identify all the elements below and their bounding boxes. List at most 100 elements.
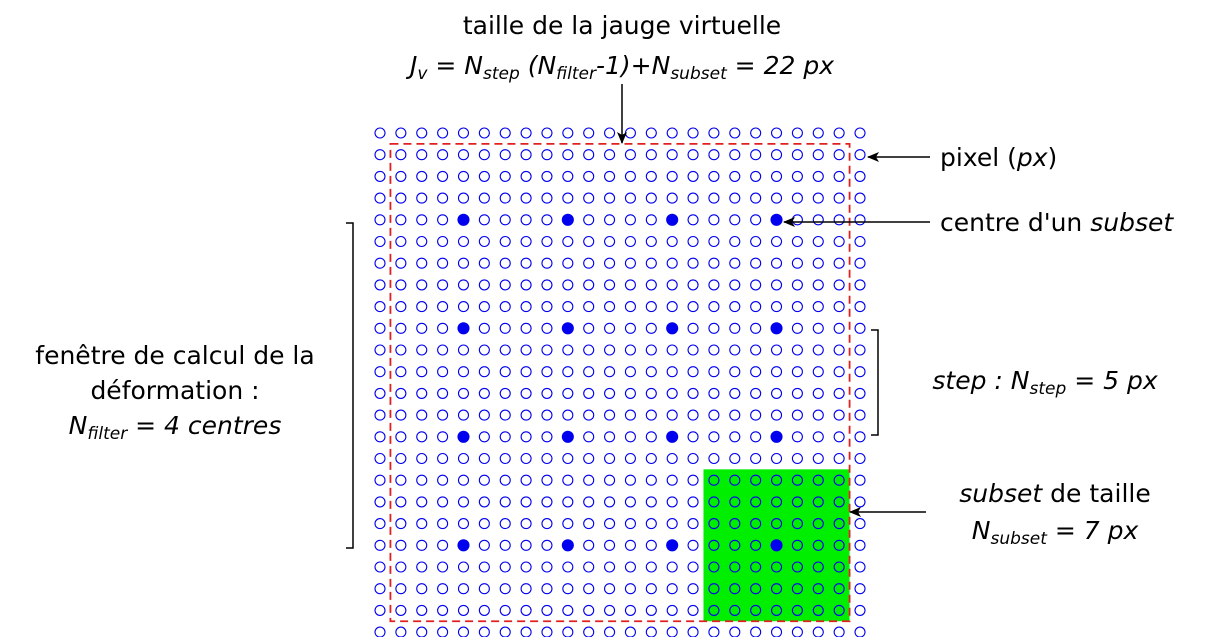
pixel bbox=[416, 626, 428, 637]
formula-sub: step bbox=[483, 64, 520, 84]
subset-centre bbox=[457, 539, 470, 552]
pixel bbox=[520, 344, 532, 356]
pixel bbox=[604, 409, 616, 421]
pixel bbox=[833, 127, 845, 139]
pixel bbox=[624, 366, 636, 378]
pixel bbox=[437, 344, 449, 356]
pixel bbox=[457, 604, 470, 616]
pixel bbox=[645, 431, 657, 443]
pixel bbox=[666, 235, 678, 248]
pixel bbox=[729, 366, 741, 378]
pixel bbox=[750, 366, 762, 378]
pixel bbox=[666, 561, 678, 573]
pixel bbox=[708, 561, 720, 573]
pixel bbox=[520, 604, 532, 616]
pixel bbox=[812, 214, 824, 226]
pixel bbox=[541, 149, 553, 161]
pixel bbox=[437, 127, 449, 139]
pixel bbox=[770, 518, 783, 530]
pixel bbox=[520, 539, 532, 551]
pixel bbox=[645, 496, 657, 508]
pixel bbox=[687, 387, 699, 399]
pixel bbox=[416, 366, 428, 378]
pixel bbox=[604, 452, 616, 465]
pixel bbox=[687, 149, 699, 161]
pixel bbox=[499, 192, 511, 204]
pixel bbox=[729, 539, 741, 551]
pixel bbox=[520, 192, 532, 204]
pixel bbox=[687, 452, 699, 465]
pixel bbox=[541, 604, 553, 616]
pixel bbox=[457, 387, 470, 399]
pixel bbox=[729, 561, 741, 573]
pixel bbox=[499, 149, 511, 161]
pixel bbox=[708, 149, 720, 161]
pixel bbox=[374, 604, 386, 616]
pixel bbox=[624, 322, 636, 334]
label-part: pixel ( bbox=[940, 143, 1017, 172]
pixel bbox=[583, 235, 595, 248]
pixel bbox=[624, 474, 636, 486]
pixel bbox=[645, 561, 657, 573]
pixel bbox=[791, 344, 803, 356]
pixel bbox=[499, 452, 511, 465]
pixel bbox=[812, 257, 824, 269]
pixel bbox=[812, 322, 824, 334]
pixel bbox=[666, 279, 678, 291]
pixel bbox=[583, 344, 595, 356]
window-line: fenêtre de calcul de la bbox=[35, 341, 314, 370]
label-part: px bbox=[1016, 143, 1048, 172]
formula-part: N bbox=[69, 411, 88, 440]
pixel bbox=[854, 518, 866, 530]
pixel bbox=[708, 235, 720, 248]
pixel bbox=[457, 170, 470, 182]
pixel bbox=[729, 583, 741, 595]
pixel bbox=[499, 301, 511, 313]
pixel bbox=[770, 561, 783, 573]
pixel bbox=[583, 604, 595, 616]
pixel bbox=[687, 409, 699, 421]
pixel bbox=[541, 518, 553, 530]
pixel bbox=[791, 561, 803, 573]
pixel bbox=[833, 279, 845, 291]
pixel bbox=[374, 149, 386, 161]
pixel bbox=[457, 257, 470, 269]
pixel bbox=[499, 604, 511, 616]
label-part: subset bbox=[1090, 208, 1174, 237]
pixel bbox=[687, 192, 699, 204]
pixel bbox=[604, 322, 616, 334]
pixel bbox=[833, 626, 845, 637]
pixel bbox=[395, 257, 407, 269]
pixel bbox=[520, 496, 532, 508]
pixel bbox=[770, 626, 783, 637]
pixel bbox=[666, 474, 678, 486]
pixel bbox=[687, 496, 699, 508]
subset-centre bbox=[666, 430, 679, 443]
pixel bbox=[457, 626, 470, 637]
pixel bbox=[437, 257, 449, 269]
pixel bbox=[750, 127, 762, 139]
pixel bbox=[624, 431, 636, 443]
pixel-label: pixel (px) bbox=[940, 143, 1057, 172]
pixel bbox=[708, 127, 720, 139]
pixel bbox=[457, 149, 470, 161]
pixel bbox=[478, 604, 490, 616]
pixel bbox=[770, 149, 783, 161]
pixel bbox=[437, 149, 449, 161]
pixel bbox=[562, 626, 574, 637]
pixel bbox=[395, 626, 407, 637]
window-line: déformation : bbox=[90, 376, 259, 405]
pixel bbox=[833, 387, 845, 399]
pixel bbox=[854, 279, 866, 291]
subset-centre bbox=[666, 322, 679, 335]
pixel bbox=[687, 257, 699, 269]
pixel bbox=[562, 583, 574, 595]
subset-centre bbox=[561, 539, 574, 552]
pixel bbox=[812, 344, 824, 356]
pixel bbox=[499, 235, 511, 248]
pixel bbox=[416, 279, 428, 291]
pixel bbox=[395, 149, 407, 161]
pixel bbox=[791, 235, 803, 248]
title: taille de la jauge virtuelle bbox=[463, 11, 781, 40]
pixel bbox=[687, 235, 699, 248]
